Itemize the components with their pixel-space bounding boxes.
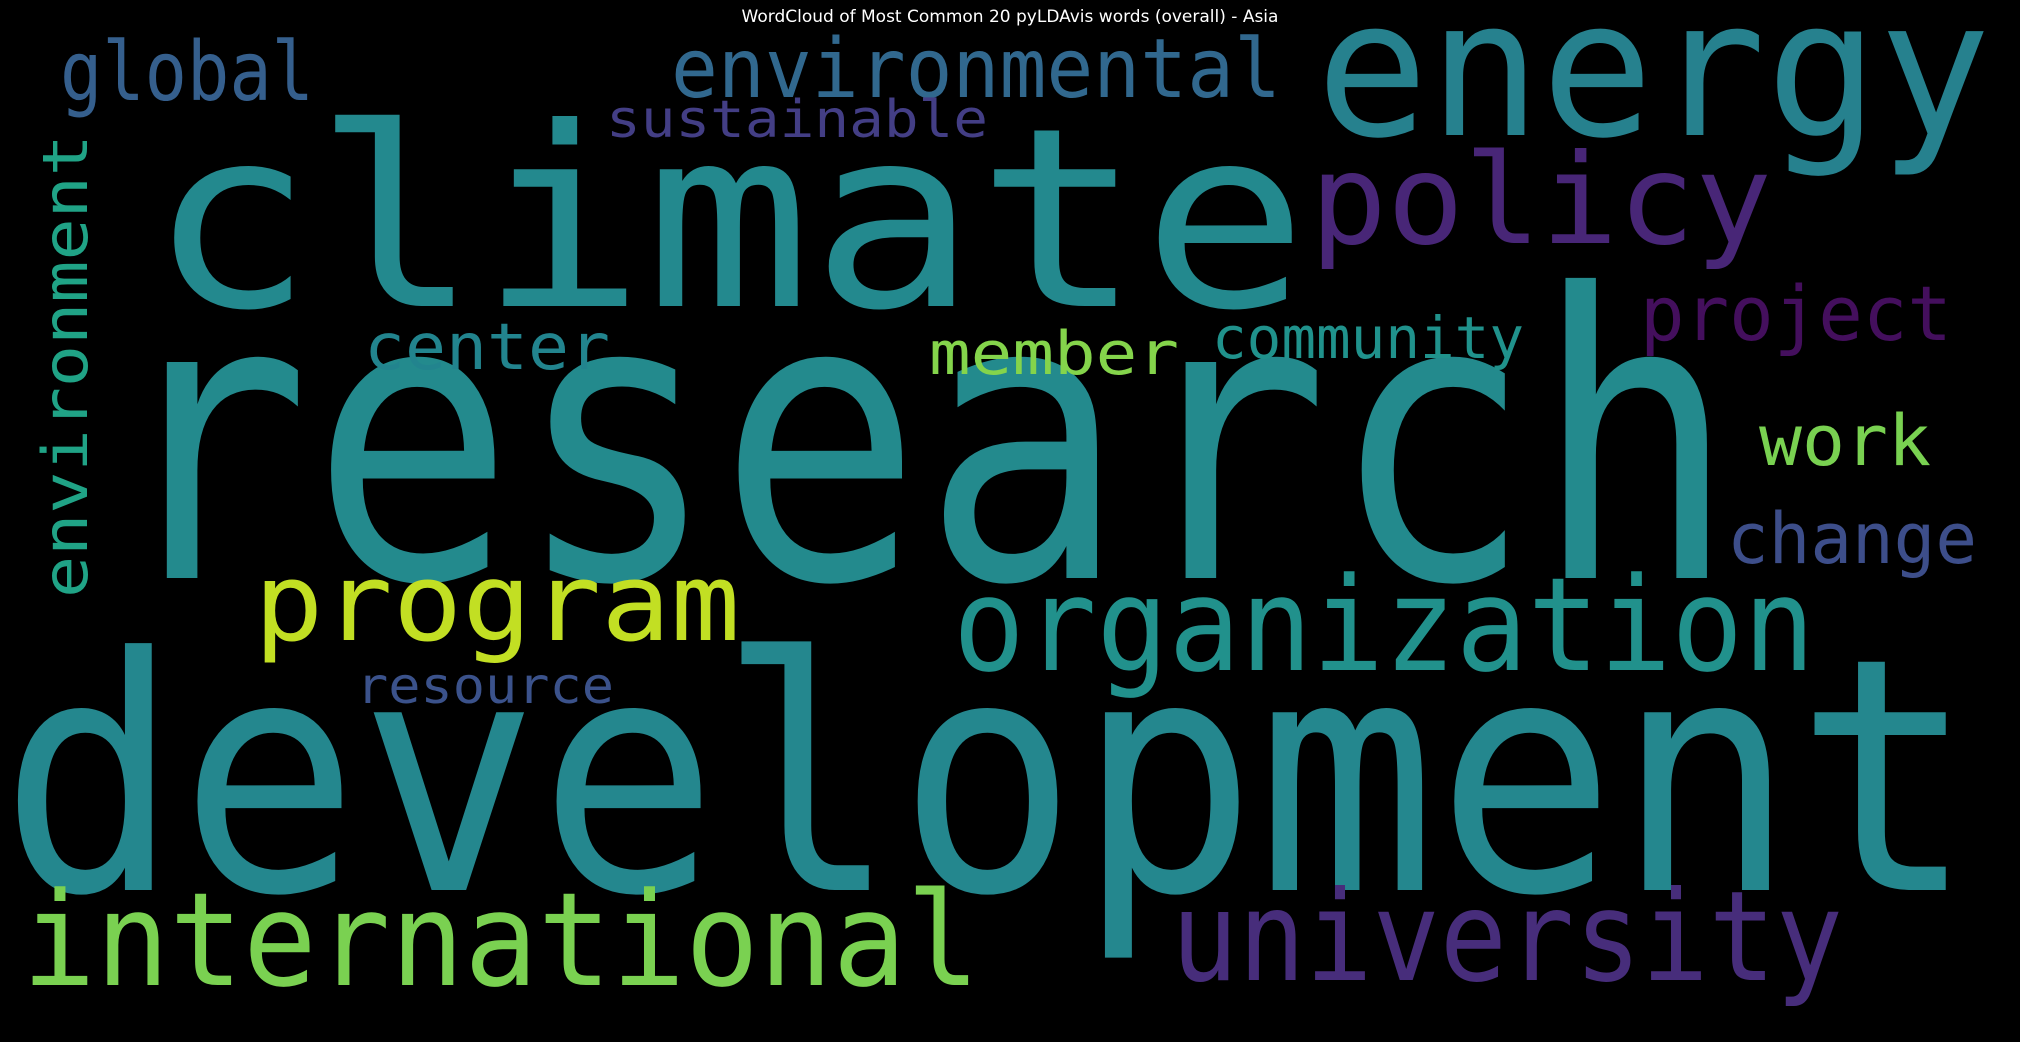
chart-title: WordCloud of Most Common 20 pyLDAvis wor… [741,7,1279,27]
word-research: research [107,212,1737,672]
word-development: development [0,588,1975,967]
word-sustainable: sustainable [606,90,988,150]
word-project: project [1640,269,1952,358]
word-program: program [254,541,740,666]
word-environment: environment [29,134,102,598]
word-organization: organization [953,549,1815,701]
word-international: international [22,864,980,1016]
word-global: global [60,25,314,120]
word-community: community [1212,304,1524,372]
word-work: work [1759,400,1931,482]
word-environmental: environmental [671,22,1281,117]
word-change: change [1727,498,1977,580]
word-climate: climate [148,74,1308,365]
word-member: member [929,319,1179,389]
word-energy: energy [1316,0,1991,180]
word-center: center [364,311,610,385]
word-resource: resource [356,657,614,715]
word-university: university [1171,865,1843,1010]
word-policy: policy [1310,128,1772,273]
